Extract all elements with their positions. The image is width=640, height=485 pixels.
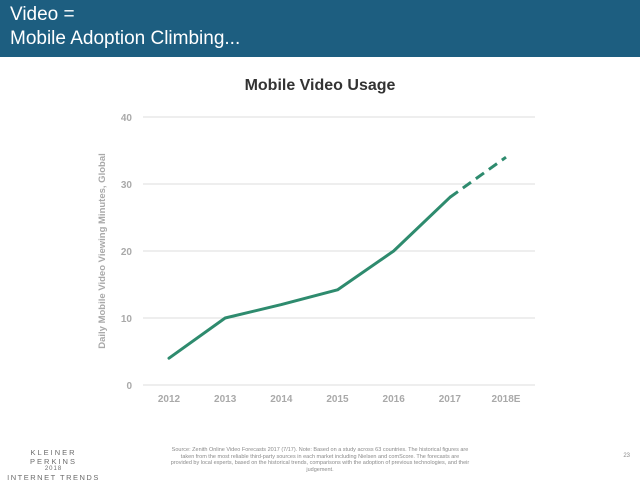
slide-title-line-1: Video =	[10, 4, 75, 25]
kleiner-perkins-logo: KLEINER PERKINS 2018 INTERNET TRENDS	[6, 448, 101, 482]
x-tick-label: 2013	[214, 394, 237, 405]
x-tick-label: 2012	[158, 394, 181, 405]
page-number: 23	[623, 453, 630, 459]
x-tick-label: 2016	[383, 394, 406, 405]
y-tick-label: 20	[121, 247, 133, 258]
chart-title: Mobile Video Usage	[244, 77, 396, 94]
series-line-actual	[167, 195, 452, 360]
title-banner: Video = Mobile Adoption Climbing...	[0, 0, 640, 57]
source-note: Source: Zenith Online Video Forecasts 20…	[170, 447, 470, 473]
y-tick-label: 0	[126, 381, 132, 392]
y-axis-label: Daily Mobile Video Viewing Minutes, Glob…	[97, 153, 108, 349]
y-tick-label: 40	[121, 113, 133, 124]
y-tick-label: 10	[121, 314, 133, 325]
logo-line-3: INTERNET TRENDS	[7, 473, 100, 482]
x-tick-label: 2018E	[492, 394, 521, 405]
x-tick-label: 2017	[439, 394, 462, 405]
logo-line-1: KLEINER PERKINS	[30, 448, 77, 466]
x-tick-label: 2015	[326, 394, 349, 405]
slide-title-line-2: Mobile Adoption Climbing...	[10, 28, 241, 49]
series-line-forecast	[448, 155, 507, 199]
logo-line-2: 2018	[44, 466, 63, 472]
x-tick-label: 2014	[270, 394, 293, 405]
y-tick-label: 30	[121, 180, 133, 191]
line-chart: 0 10 20 30 40 2012 2013 2014 2015 2016 2017 2018E Da…	[97, 113, 535, 405]
